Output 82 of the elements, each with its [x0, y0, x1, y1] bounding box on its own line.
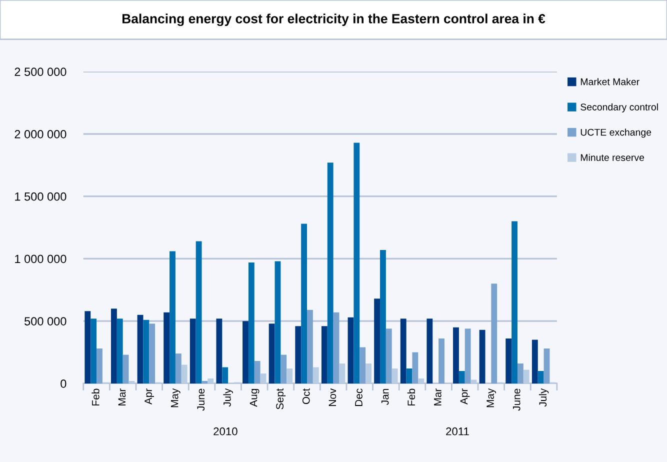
bar	[532, 340, 538, 384]
bar	[175, 354, 182, 384]
bar	[196, 241, 202, 384]
y-tick-label: 1 500 000	[15, 192, 66, 201]
bar	[458, 370, 465, 384]
bar	[268, 324, 275, 384]
bar	[274, 261, 281, 384]
bar	[333, 312, 340, 384]
x-tick-label: June	[197, 388, 205, 411]
bar	[354, 142, 360, 384]
x-tick-label: June	[513, 388, 520, 411]
bar	[538, 370, 544, 384]
bar	[380, 250, 386, 384]
bar	[137, 314, 144, 384]
text: 2011	[446, 427, 469, 436]
bar	[412, 352, 418, 384]
bar	[111, 308, 117, 384]
legend-label: Minute reserve	[580, 154, 644, 161]
bar	[90, 318, 97, 384]
y-tick-label: 0	[60, 379, 66, 388]
bar	[400, 318, 406, 384]
x-tick-label: May	[486, 388, 496, 408]
bar	[122, 354, 129, 384]
bar	[506, 338, 512, 384]
x-tick-label: July	[223, 388, 233, 407]
bar	[438, 338, 444, 384]
x-tick-label: Sept	[276, 388, 286, 410]
bar	[512, 221, 518, 384]
legend-label: Secondary control	[580, 103, 658, 112]
x-tick-label: Nov	[328, 388, 336, 406]
bar	[360, 347, 366, 384]
bar	[386, 328, 392, 384]
bar	[295, 326, 302, 384]
bar	[84, 311, 91, 384]
legend-label: Market Maker	[580, 78, 640, 86]
bar	[254, 361, 260, 384]
bar	[190, 318, 196, 384]
bar	[280, 354, 287, 384]
y-tick-label: 2 500 000	[14, 68, 66, 76]
bar	[307, 310, 313, 384]
bar	[248, 262, 254, 384]
bar	[164, 312, 170, 384]
bar	[149, 324, 156, 384]
bar	[426, 318, 433, 384]
bar	[479, 330, 486, 384]
chart-title: Balancing energy cost for electricity in the Eastern control area in €	[122, 14, 546, 26]
bar	[216, 318, 222, 384]
x-tick-label: Jan	[381, 388, 389, 405]
bar	[491, 284, 498, 384]
bar	[222, 367, 228, 384]
bar	[242, 321, 248, 384]
x-tick-label: Feb	[92, 388, 100, 406]
bar	[301, 224, 308, 384]
y-tick-label: 2 000 000	[14, 130, 66, 138]
x-tick-label: Apr	[144, 388, 154, 405]
x-tick-label: May	[170, 388, 180, 408]
x-tick-label: Dec	[355, 388, 362, 406]
bar	[116, 318, 123, 384]
bar	[143, 320, 150, 384]
legend-label: UCTE exchange	[580, 128, 652, 138]
bar	[170, 251, 176, 384]
x-tick-label: Feb	[407, 388, 416, 406]
y-tick-label: 500 000	[24, 317, 66, 326]
bar	[202, 380, 208, 384]
x-tick-label: Apr	[460, 388, 470, 405]
x-tick-label: Mar	[434, 388, 442, 406]
bar	[406, 368, 412, 384]
bar	[464, 328, 471, 384]
x-tick-label: July	[538, 388, 549, 407]
bar	[96, 348, 102, 384]
bar	[374, 298, 380, 384]
bar	[453, 327, 459, 384]
bar	[321, 326, 328, 384]
bar	[327, 162, 334, 384]
text: 2010	[214, 427, 238, 436]
x-tick-label: Mar	[118, 388, 126, 406]
y-tick-label: 1 000 000	[15, 254, 66, 264]
x-tick-label: Oct	[302, 388, 310, 404]
x-tick-label: Aug	[250, 388, 260, 407]
bar	[544, 348, 550, 384]
bar	[348, 317, 354, 384]
bar	[517, 364, 524, 384]
